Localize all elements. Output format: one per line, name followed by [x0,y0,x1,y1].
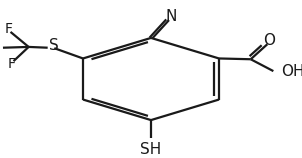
Text: F: F [8,57,16,71]
Text: N: N [165,9,177,24]
Text: SH: SH [140,142,162,157]
Text: F: F [5,22,13,36]
Text: O: O [263,33,275,48]
Text: S: S [49,38,59,53]
Text: OH: OH [281,64,302,79]
